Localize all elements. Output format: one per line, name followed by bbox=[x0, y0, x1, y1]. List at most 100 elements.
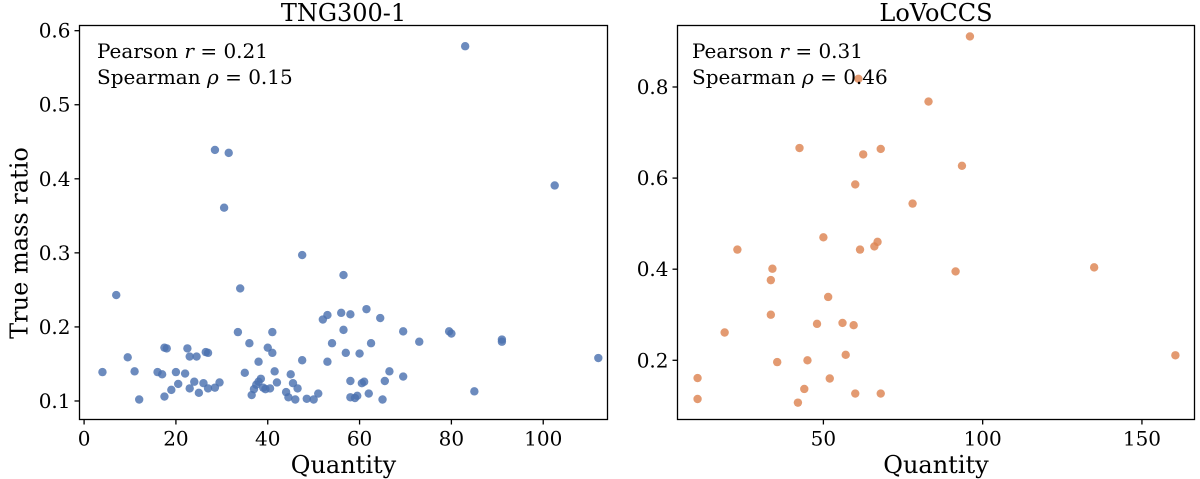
panel-tng300-1: TNG300-1 0 20 40 60 80 1000.10.20.30.40.50.6 … bbox=[39, 0, 609, 479]
scatter-point bbox=[270, 367, 279, 376]
scatter-point bbox=[194, 388, 204, 398]
scatter-point bbox=[838, 318, 847, 328]
scatter-point bbox=[185, 384, 194, 393]
scatter-point bbox=[398, 327, 408, 336]
scatter-point bbox=[766, 310, 776, 319]
scatter-point bbox=[268, 348, 277, 358]
scatter-point bbox=[224, 148, 233, 158]
scatter-point bbox=[339, 270, 348, 280]
scatter-point bbox=[180, 369, 190, 378]
spearman-annotation: Spearman ρ = 0.46 bbox=[692, 65, 888, 89]
scatter-points bbox=[693, 32, 1180, 407]
scatter-point bbox=[803, 356, 812, 365]
scatter-point bbox=[346, 376, 355, 386]
scatter-point bbox=[297, 356, 307, 365]
panel-title: TNG300-1 bbox=[281, 0, 406, 27]
scatter-point bbox=[240, 368, 249, 378]
scatter-point bbox=[337, 308, 346, 318]
scatter-point bbox=[362, 304, 371, 314]
scatter-point bbox=[245, 339, 254, 348]
scatter-point bbox=[233, 327, 243, 337]
scatter-point bbox=[965, 32, 975, 41]
scatter-point bbox=[366, 339, 376, 348]
scatter-point bbox=[323, 357, 332, 366]
plot-frame bbox=[78, 24, 609, 421]
x-tick-label: 40 bbox=[255, 427, 280, 451]
scatter-point bbox=[1089, 263, 1099, 272]
scatter-point bbox=[268, 327, 277, 337]
scatter-point bbox=[376, 313, 385, 323]
scatter-point bbox=[327, 339, 337, 348]
scatter-point bbox=[812, 319, 822, 329]
scatter-point bbox=[720, 328, 729, 337]
scatter-point bbox=[162, 344, 171, 353]
scatter-point bbox=[185, 352, 194, 361]
y-tick-label: 0.4 bbox=[39, 167, 71, 191]
scatter-point bbox=[286, 370, 295, 379]
scatter-point bbox=[693, 394, 702, 404]
scatter-point bbox=[768, 264, 777, 273]
panel-lovoccs: LoVoCCS 50 100 150 0.2 0.4 0.6 0.8 Pearson r =… bbox=[637, 0, 1196, 479]
panel-title: LoVoCCS bbox=[879, 0, 992, 27]
pearson-annotation: Pearson r = 0.31 bbox=[692, 39, 863, 63]
scatter-point bbox=[291, 395, 300, 404]
scatter-point bbox=[112, 290, 121, 300]
scatter-point bbox=[339, 325, 348, 335]
scatter-point bbox=[98, 367, 107, 377]
scatter-point bbox=[203, 348, 213, 358]
scatter-point bbox=[693, 373, 702, 383]
scatter-point bbox=[284, 393, 293, 402]
scatter-point bbox=[876, 389, 885, 398]
x-axis-label: Quantity bbox=[291, 451, 397, 479]
scatter-point bbox=[235, 284, 245, 293]
scatter-point bbox=[398, 372, 408, 381]
scatter-point bbox=[851, 389, 860, 398]
scatter-point bbox=[256, 374, 266, 383]
scatter-point bbox=[130, 367, 139, 376]
x-tick-label: 100 bbox=[964, 427, 1002, 451]
scatter-point bbox=[359, 377, 369, 386]
x-tick-label: 0 bbox=[78, 427, 91, 451]
scatter-point bbox=[951, 267, 960, 276]
scatter-point bbox=[123, 353, 132, 362]
tick-group: 50 100 150 0.2 0.4 0.6 0.8 bbox=[637, 75, 1161, 451]
scatter-point bbox=[183, 344, 192, 353]
x-tick-label: 80 bbox=[439, 427, 464, 451]
scatter-point bbox=[210, 145, 220, 155]
scatter-point bbox=[793, 398, 803, 407]
scatter-point bbox=[849, 321, 858, 330]
plot-frame bbox=[676, 24, 1196, 421]
scatter-point bbox=[265, 384, 275, 393]
scatter-point bbox=[272, 378, 282, 387]
scatter-point bbox=[766, 275, 776, 285]
scatter-point bbox=[160, 392, 169, 401]
scatter-point bbox=[341, 348, 350, 358]
scatter-point bbox=[353, 391, 362, 401]
spearman-annotation: Spearman ρ = 0.15 bbox=[97, 65, 293, 89]
scatter-point bbox=[254, 357, 263, 366]
scatter-point bbox=[219, 203, 229, 212]
scatter-point bbox=[378, 395, 387, 404]
scatter-point bbox=[380, 376, 390, 386]
scatter-point bbox=[851, 180, 860, 189]
scatter-point bbox=[876, 144, 885, 154]
scatter-point bbox=[957, 161, 967, 170]
y-tick-label: 0.6 bbox=[637, 166, 669, 190]
scatter-point bbox=[855, 245, 865, 254]
scatter-point bbox=[167, 385, 176, 395]
scatter-point bbox=[841, 350, 850, 360]
y-tick-label: 0.8 bbox=[637, 75, 669, 99]
scatter-point bbox=[203, 384, 213, 393]
x-tick-label: 150 bbox=[1123, 427, 1161, 451]
scatter-point bbox=[302, 394, 311, 403]
y-tick-label: 0.6 bbox=[39, 19, 71, 43]
scatter-point bbox=[908, 199, 917, 208]
scatter-point bbox=[215, 378, 224, 387]
scatter-point bbox=[873, 237, 882, 247]
scatter-point bbox=[550, 181, 559, 190]
scatter-point bbox=[594, 353, 603, 363]
scatter-point bbox=[825, 374, 834, 383]
scatter-point bbox=[800, 384, 809, 394]
scatter-point bbox=[733, 245, 742, 254]
scatter-point bbox=[157, 370, 167, 379]
